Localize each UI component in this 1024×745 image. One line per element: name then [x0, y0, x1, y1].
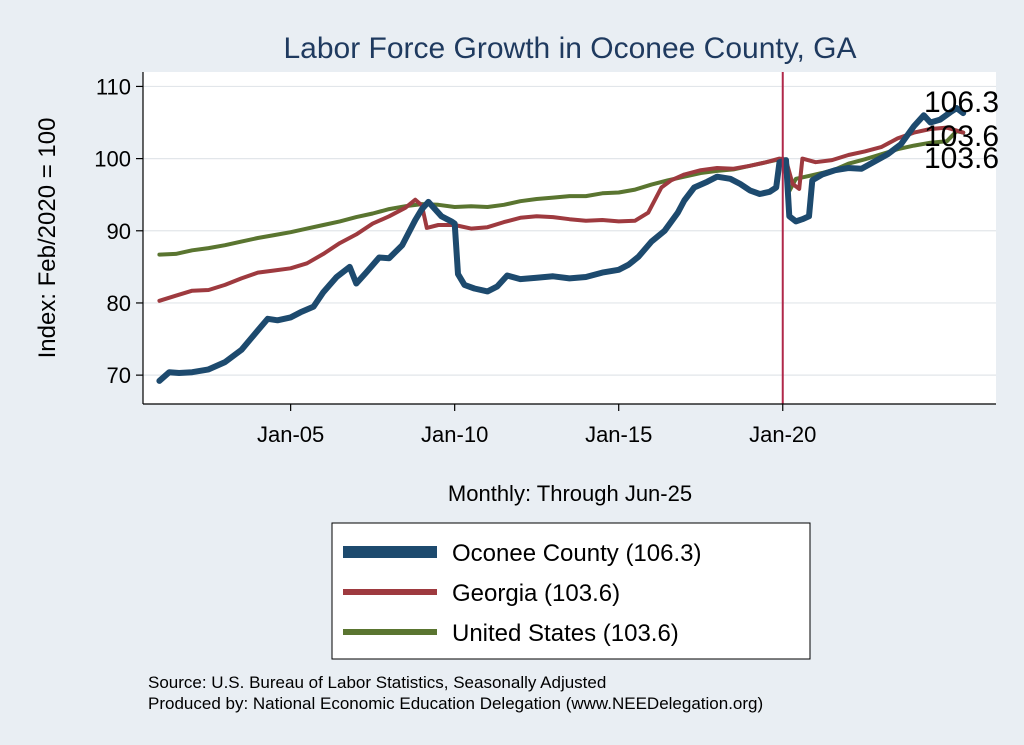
plot-area	[143, 72, 996, 404]
series-layer	[156, 105, 967, 384]
chart-title: Labor Force Growth in Oconee County, GA	[283, 32, 856, 65]
y-tick-label-90: 90	[107, 219, 131, 244]
x-axis-note: Monthly: Through Jun-25	[448, 481, 692, 506]
legend-label-0: Oconee County (106.3)	[452, 540, 701, 567]
y-tick-label-70: 70	[107, 363, 131, 388]
y-axis-ticks: 70 80 90 100 110	[94, 74, 143, 388]
x-tick-label-Jan-15: Jan-15	[585, 422, 652, 447]
y-tick-label-110: 110	[96, 74, 131, 99]
x-tick-label-Jan-05: Jan-05	[257, 422, 324, 447]
end-label-2: 103.6	[924, 142, 999, 175]
end-label-0: 106.3	[924, 86, 999, 119]
x-tick-label-Jan-10: Jan-10	[421, 422, 488, 447]
series-line-0	[156, 105, 967, 384]
axes	[142, 72, 996, 405]
producer-line: Produced by: National Economic Education…	[148, 694, 763, 713]
legend-label-2: United States (103.6)	[452, 620, 679, 647]
legend-label-1: Georgia (103.6)	[452, 580, 620, 607]
x-tick-label-Jan-20: Jan-20	[749, 422, 816, 447]
series-line-1	[157, 125, 966, 303]
legend: Oconee County (106.3) Georgia (103.6) Unit…	[331, 522, 811, 660]
gridlines	[143, 85, 996, 376]
y-tick-label-100: 100	[94, 147, 131, 172]
source-line: Source: U.S. Bureau of Labor Statistics,…	[148, 673, 606, 692]
x-axis-ticks: Jan-05 Jan-10 Jan-15 Jan-20	[257, 404, 816, 447]
y-axis-title: Index: Feb/2020 = 100	[34, 118, 61, 359]
y-tick-label-80: 80	[107, 291, 131, 316]
end-label-1: 103.6	[924, 120, 999, 153]
